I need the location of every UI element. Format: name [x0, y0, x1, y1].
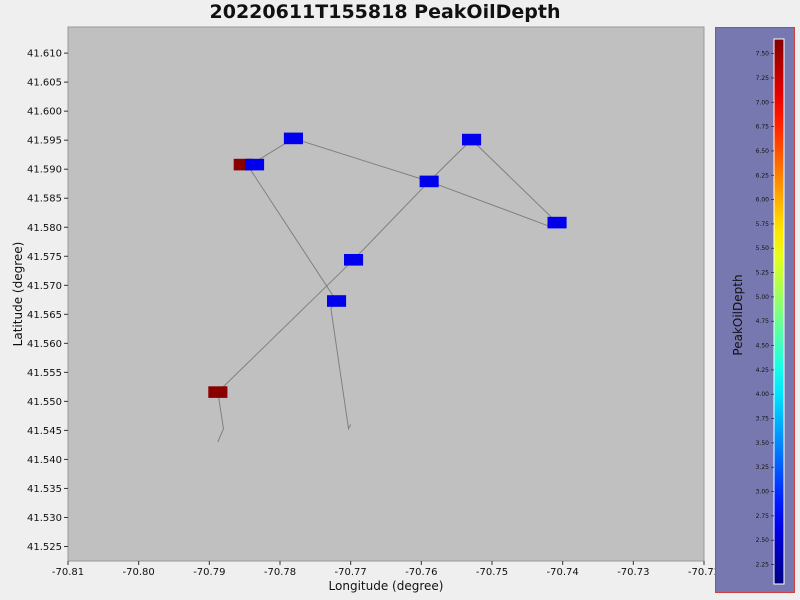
colorbar-tick-label: 6.50 — [756, 148, 770, 155]
colorbar-tick-label: 2.75 — [756, 513, 770, 520]
x-axis: -70.81 -70.80 -70.79 -70.78 -70.77 -70.76 -70.… — [52, 561, 720, 578]
y-tick-label: 41.545 — [27, 426, 62, 437]
x-tick-label: -70.74 — [547, 567, 579, 578]
colorbar-tick-label: 3.25 — [756, 464, 770, 471]
colorbar-tick-label: 5.75 — [756, 221, 770, 228]
y-tick-label: 41.530 — [27, 513, 62, 524]
colorbar-tick-label: 5.00 — [756, 294, 770, 301]
colorbar-tick-label: 2.25 — [756, 562, 770, 569]
colorbar-tick-label: 7.00 — [756, 99, 770, 106]
data-point — [245, 158, 265, 171]
data-point — [327, 295, 347, 307]
colorbar-tick-label: 6.00 — [756, 197, 770, 204]
y-tick-label: 41.550 — [27, 397, 62, 408]
data-point — [462, 133, 482, 146]
y-tick-label: 41.595 — [27, 136, 62, 147]
data-point — [208, 386, 228, 398]
data-point — [344, 254, 364, 266]
colorbar-tick-label: 6.25 — [756, 172, 770, 179]
y-tick-label: 41.590 — [27, 165, 62, 176]
x-tick-label: -70.78 — [264, 567, 296, 578]
y-tick-label: 41.555 — [27, 368, 62, 379]
colorbar-tick-label: 5.25 — [756, 270, 770, 277]
y-tick-label: 41.575 — [27, 252, 62, 263]
x-tick-label: -70.75 — [476, 567, 508, 578]
colorbar-tick-label: 4.00 — [756, 391, 770, 398]
colorbar-tick-label: 2.50 — [756, 537, 770, 544]
colorbar: 2.25 2.50 2.75 3.00 3.25 3.50 3.75 4.00 4.25 4.50… — [756, 38, 785, 585]
x-tick-label: -70.79 — [193, 567, 225, 578]
x-tick-label: -70.72 — [688, 567, 720, 578]
y-tick-label: 41.565 — [27, 310, 62, 321]
colorbar-tick-label: 3.50 — [756, 440, 770, 447]
colorbar-tick-label: 5.50 — [756, 245, 770, 252]
colorbar-tick-label: 4.75 — [756, 318, 770, 325]
x-tick-label: -70.77 — [335, 567, 367, 578]
x-tick-label: -70.81 — [52, 567, 84, 578]
data-point — [233, 158, 253, 171]
data-point — [547, 216, 567, 229]
x-tick-label: -70.80 — [123, 567, 155, 578]
colorbar-panel: 2.25 2.50 2.75 3.00 3.25 3.50 3.75 4.00 4.25 4.50… — [715, 27, 795, 593]
y-tick-label: 41.585 — [27, 194, 62, 205]
colorbar-label: PeakOilDepth — [731, 274, 745, 356]
colorbar-tick-label: 7.50 — [756, 51, 770, 58]
x-axis-label: Longitude (degree) — [329, 579, 444, 593]
points-layer — [208, 132, 567, 398]
colorbar-gradient — [773, 38, 785, 585]
y-tick-label: 41.540 — [27, 455, 62, 466]
y-tick-label: 41.610 — [27, 49, 62, 60]
y-tick-label: 41.580 — [27, 223, 62, 234]
x-tick-label: -70.73 — [617, 567, 649, 578]
track-line — [247, 166, 352, 431]
colorbar-tick-label: 4.25 — [756, 367, 770, 374]
colorbar-ticks: 2.25 2.50 2.75 3.00 3.25 3.50 3.75 4.00 4.25 4.50… — [756, 51, 774, 569]
colorbar-tick-label: 4.50 — [756, 343, 770, 350]
y-axis-label: Latitude (degree) — [11, 242, 25, 347]
y-axis: 41.525 41.530 41.535 41.540 41.545 41.550 41.5… — [27, 49, 68, 553]
y-tick-label: 41.560 — [27, 339, 62, 350]
colorbar-tick-label: 7.25 — [756, 75, 770, 82]
colorbar-tick-label: 3.75 — [756, 416, 770, 423]
y-tick-label: 41.570 — [27, 281, 62, 292]
colorbar-tick-label: 6.75 — [756, 124, 770, 131]
colorbar-tick-label: 3.00 — [756, 489, 770, 496]
data-point — [283, 132, 303, 145]
plot-area — [67, 26, 705, 562]
x-tick-label: -70.76 — [405, 567, 437, 578]
y-tick-label: 41.535 — [27, 484, 62, 495]
chart-title: 20220611T155818 PeakOilDepth — [209, 1, 561, 23]
y-tick-label: 41.600 — [27, 107, 62, 118]
data-point — [419, 175, 439, 188]
y-tick-label: 41.525 — [27, 542, 62, 553]
y-tick-label: 41.605 — [27, 78, 62, 89]
